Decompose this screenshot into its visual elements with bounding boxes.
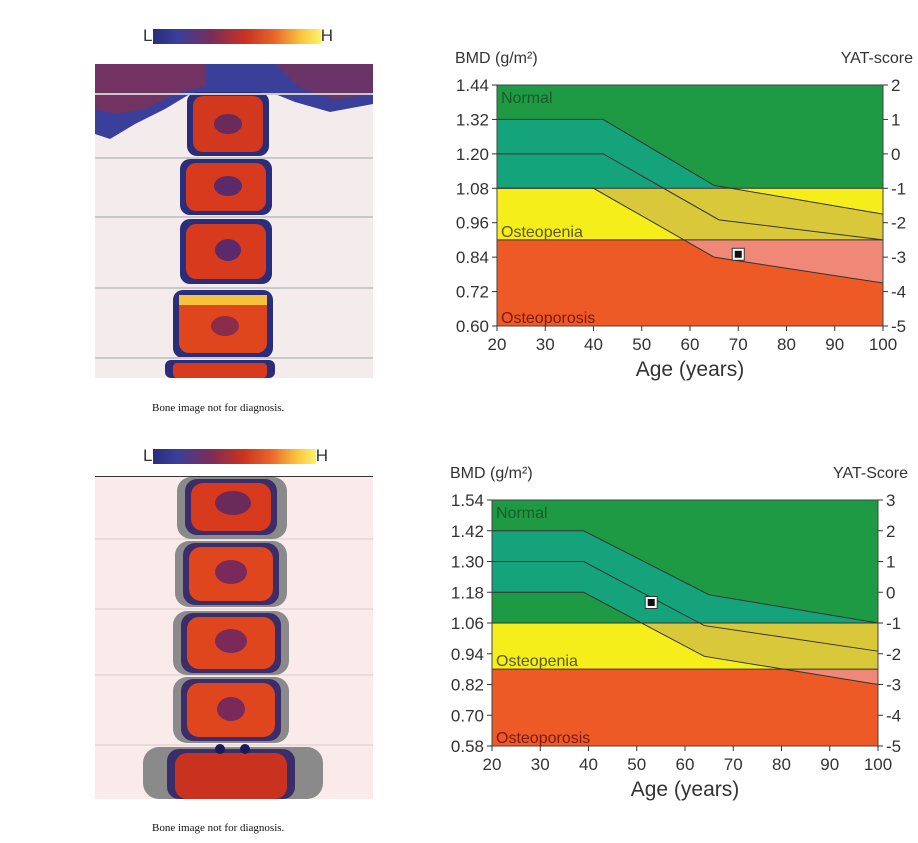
zone-label-normal: Normal	[501, 90, 553, 107]
y-tick-label: 0.82	[451, 676, 484, 695]
x-tick-label: 30	[531, 755, 550, 774]
y2-tick-label: -4	[891, 283, 906, 302]
y-tick-label: 1.32	[456, 110, 489, 129]
y2-tick-label: -5	[886, 737, 901, 756]
x-tick-label: 100	[869, 335, 897, 354]
x-tick-label: 70	[724, 755, 743, 774]
spine-scan-drawing	[95, 64, 373, 378]
x-tick-label: 50	[632, 335, 651, 354]
y-tick-label: 0.58	[451, 737, 484, 756]
spine-scan-drawing	[95, 477, 373, 799]
y-tick-label: 1.18	[451, 583, 484, 602]
y2-tick-label: 3	[886, 491, 895, 510]
y-axis-title: BMD (g/m²)	[450, 465, 533, 482]
reference-lower-line	[492, 591, 879, 685]
spine-scan-image-top	[95, 64, 373, 378]
patient-marker-center	[734, 250, 742, 258]
y2-tick-label: 0	[886, 583, 895, 602]
y2-tick-label: 1	[886, 553, 895, 572]
x-tick-label: 20	[488, 335, 507, 354]
y-tick-label: 0.96	[456, 214, 489, 233]
x-tick-label: 100	[864, 755, 892, 774]
y-tick-label: 0.94	[451, 645, 484, 664]
y2-tick-label: 2	[891, 76, 900, 95]
x-tick-label: 80	[777, 335, 796, 354]
zone-label-osteopenia: Osteopenia	[496, 653, 578, 670]
colorbar-high-label: H	[315, 446, 328, 465]
y2-tick-label: -1	[891, 179, 906, 198]
patient-marker-center	[647, 599, 655, 606]
y-tick-label: 1.30	[451, 553, 484, 572]
colorbar-low-label: L	[143, 446, 153, 465]
reference-band	[492, 530, 878, 623]
zone-label-normal: Normal	[496, 505, 548, 522]
bmd-chart-top: Normal Osteopenia Osteoporosis 0.60 0.72 0.84…	[455, 50, 913, 381]
x-axis-title: Age (years)	[636, 358, 745, 381]
reference-mean-line	[492, 561, 879, 652]
spine-scan-image-bottom	[95, 476, 373, 799]
y-tick-label: 0.70	[451, 706, 484, 725]
bone-image-caption-bottom: Bone image not for diagnosis.	[152, 822, 285, 834]
zone-label-osteoporosis: Osteoporosis	[496, 730, 590, 747]
colorbar-gradient	[153, 29, 321, 44]
y-tick-label: 1.20	[456, 145, 489, 164]
colorbar-bottom: L H	[143, 446, 328, 468]
y2-tick-label: -2	[891, 214, 906, 233]
x-tick-label: 70	[729, 335, 748, 354]
x-tick-label: 30	[536, 335, 555, 354]
y2-tick-label: -4	[886, 706, 901, 725]
y2-tick-label: 1	[891, 110, 900, 129]
y2-tick-label: -3	[886, 676, 901, 695]
reference-band	[497, 188, 883, 240]
y-tick-label: 1.06	[451, 614, 484, 633]
reference-lower-line	[497, 187, 884, 284]
y-axis-title: BMD (g/m²)	[455, 50, 538, 67]
y-tick-label: 1.44	[456, 76, 489, 95]
x-tick-label: 40	[579, 755, 598, 774]
reference-band	[497, 119, 732, 189]
bone-image-caption-top: Bone image not for diagnosis.	[152, 402, 285, 414]
y-tick-label: 0.72	[456, 283, 489, 302]
x-tick-label: 60	[681, 335, 700, 354]
y-tick-label: 1.08	[456, 179, 489, 198]
zone-label-osteopenia: Osteopenia	[501, 224, 583, 241]
y-tick-label: 0.60	[456, 317, 489, 336]
zone-osteoporosis	[492, 669, 878, 746]
y2-tick-label: 0	[891, 145, 900, 164]
colorbar-gradient	[153, 449, 316, 464]
colorbar-high-label: H	[320, 26, 333, 45]
x-tick-label: 90	[825, 335, 844, 354]
x-tick-label: 50	[627, 755, 646, 774]
y2-axis-title: YAT-score	[841, 50, 913, 67]
reference-band	[783, 669, 878, 685]
reference-upper-line	[497, 118, 884, 215]
x-axis-title: Age (years)	[631, 778, 740, 801]
x-tick-label: 20	[483, 755, 502, 774]
reference-upper-line	[492, 530, 879, 624]
y2-tick-label: -2	[886, 645, 901, 664]
colorbar-low-label: L	[143, 26, 153, 45]
x-tick-label: 80	[772, 755, 791, 774]
zone-label-osteoporosis: Osteoporosis	[501, 310, 595, 327]
y2-tick-label: -1	[886, 614, 901, 633]
y-tick-label: 0.84	[456, 248, 489, 267]
y2-tick-label: 2	[886, 522, 895, 541]
colorbar-top: L H	[143, 26, 333, 48]
y2-tick-label: -5	[891, 317, 906, 336]
y-tick-label: 1.42	[451, 522, 484, 541]
x-tick-label: 40	[584, 335, 603, 354]
y2-tick-label: -3	[891, 248, 906, 267]
reference-mean-line	[497, 153, 884, 241]
x-tick-label: 90	[820, 755, 839, 774]
y2-axis-title: YAT-Score	[833, 465, 908, 482]
reference-band	[641, 623, 878, 670]
x-tick-label: 60	[676, 755, 695, 774]
bmd-chart-bottom: Normal Osteopenia Osteoporosis 0.58 0.70 0.82…	[450, 465, 908, 801]
y-tick-label: 1.54	[451, 491, 484, 510]
